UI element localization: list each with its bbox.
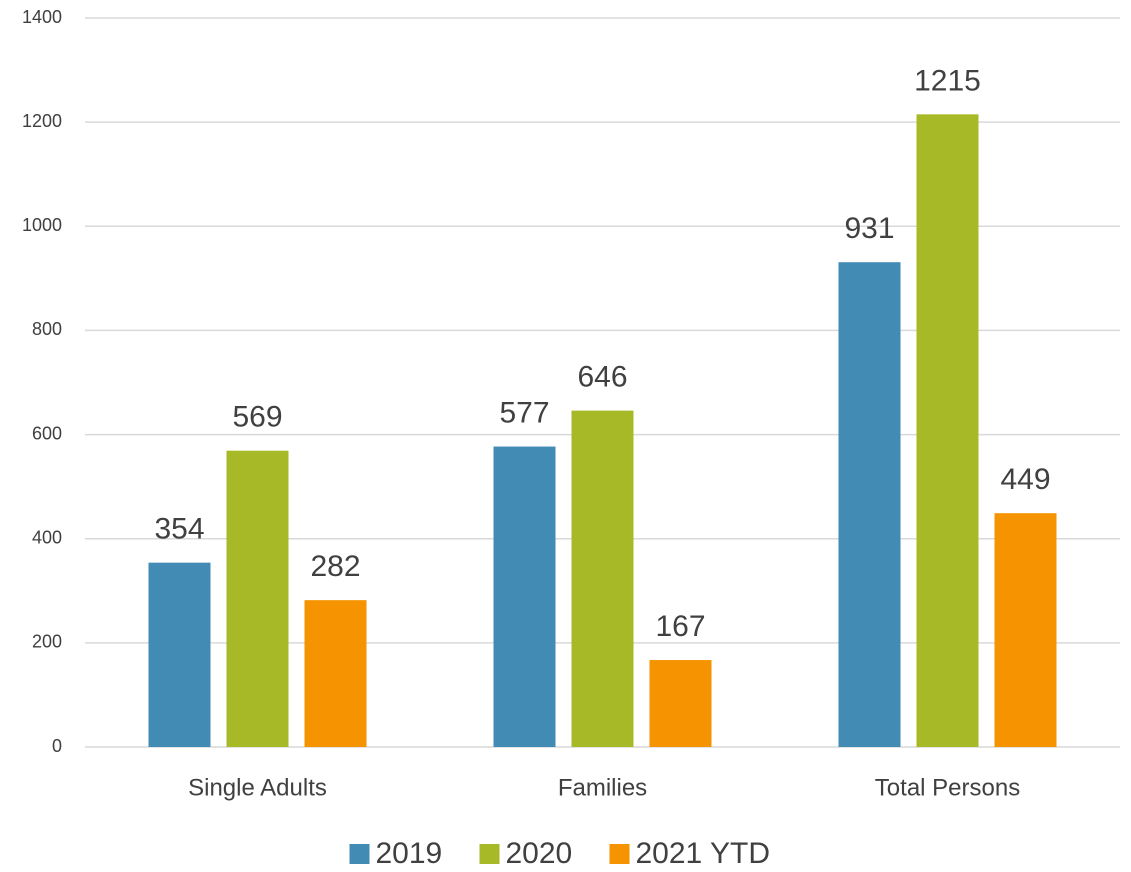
- data-label: 282: [310, 550, 360, 583]
- y-tick-label: 1200: [22, 111, 62, 131]
- y-tick-label: 400: [32, 527, 62, 547]
- data-label: 931: [844, 212, 894, 245]
- legend-label: 2019: [376, 837, 443, 870]
- bar: [916, 114, 979, 747]
- data-label: 1215: [914, 64, 981, 97]
- x-tick-label: Families: [558, 774, 647, 801]
- legend-swatch: [349, 844, 370, 864]
- bar: [649, 660, 712, 747]
- data-label: 449: [1000, 463, 1050, 496]
- legend-swatch: [479, 844, 500, 864]
- legend-swatch: [609, 844, 630, 864]
- bar: [493, 446, 556, 747]
- legend-label: 2021 YTD: [636, 837, 771, 870]
- y-tick-label: 1400: [22, 7, 62, 27]
- legend-label: 2020: [506, 837, 573, 870]
- bar: [994, 513, 1057, 747]
- y-tick-label: 1000: [22, 215, 62, 235]
- data-label: 577: [499, 396, 549, 429]
- bar: [304, 600, 367, 747]
- bar: [571, 410, 634, 747]
- data-label: 569: [232, 401, 282, 434]
- bar: [148, 562, 211, 747]
- y-tick-label: 600: [32, 423, 62, 443]
- data-label: 167: [655, 610, 705, 643]
- y-tick-label: 0: [52, 736, 62, 756]
- y-tick-label: 200: [32, 632, 62, 652]
- x-tick-label: Total Persons: [875, 774, 1020, 801]
- y-tick-label: 800: [32, 319, 62, 339]
- data-label: 354: [154, 513, 204, 546]
- x-tick-label: Single Adults: [188, 774, 327, 801]
- data-label: 646: [577, 361, 627, 394]
- bar: [226, 450, 289, 747]
- bar: [838, 262, 901, 747]
